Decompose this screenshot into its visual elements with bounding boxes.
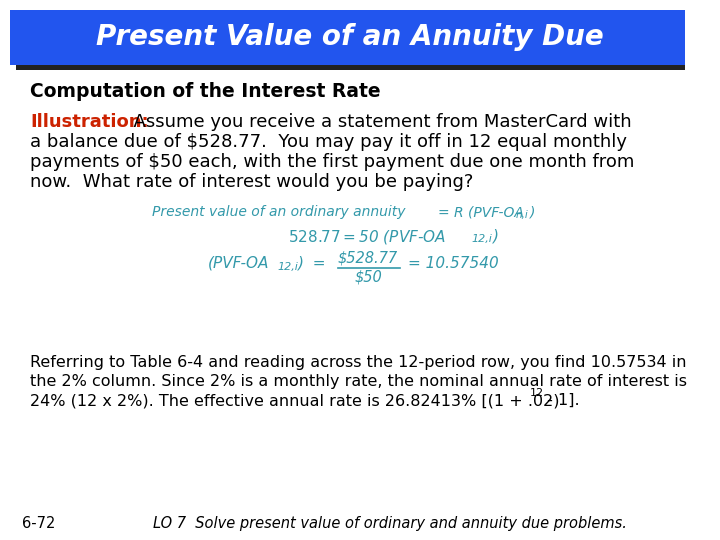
Text: Present value of an ordinary annuity: Present value of an ordinary annuity bbox=[152, 205, 405, 219]
Text: 12,i: 12,i bbox=[277, 262, 298, 272]
Bar bbox=[16, 12, 685, 70]
Text: $50: $50 bbox=[354, 269, 382, 284]
Text: payments of $50 each, with the first payment due one month from: payments of $50 each, with the first pay… bbox=[30, 153, 634, 171]
Text: = R (PVF-OA: = R (PVF-OA bbox=[438, 205, 524, 219]
Text: ): ) bbox=[493, 228, 499, 243]
Text: ): ) bbox=[530, 205, 536, 219]
Text: Present Value of an Annuity Due: Present Value of an Annuity Due bbox=[96, 23, 604, 51]
Text: $528.77: $528.77 bbox=[338, 250, 398, 265]
Text: 12: 12 bbox=[530, 388, 544, 398]
Text: = 10.57540: = 10.57540 bbox=[408, 256, 499, 271]
Text: LO 7  Solve present value of ordinary and annuity due problems.: LO 7 Solve present value of ordinary and… bbox=[153, 516, 627, 531]
Text: now.  What rate of interest would you be paying?: now. What rate of interest would you be … bbox=[30, 173, 473, 191]
Text: $528.77 = $50 (PVF-OA: $528.77 = $50 (PVF-OA bbox=[288, 228, 446, 246]
Text: Assume you receive a statement from MasterCard with: Assume you receive a statement from Mast… bbox=[122, 113, 631, 131]
Text: Illustration:: Illustration: bbox=[30, 113, 148, 131]
Text: 6-72: 6-72 bbox=[22, 516, 55, 531]
Text: n,i: n,i bbox=[516, 210, 528, 220]
Text: (PVF-OA: (PVF-OA bbox=[208, 256, 269, 271]
Text: 12,i: 12,i bbox=[471, 234, 492, 244]
Text: - 1].: - 1]. bbox=[542, 393, 580, 408]
Text: the 2% column. Since 2% is a monthly rate, the nominal annual rate of interest i: the 2% column. Since 2% is a monthly rat… bbox=[30, 374, 687, 389]
Text: 24% (12 x 2%). The effective annual rate is 26.82413% [(1 + .02): 24% (12 x 2%). The effective annual rate… bbox=[30, 393, 559, 408]
Text: Computation of the Interest Rate: Computation of the Interest Rate bbox=[30, 82, 381, 101]
Bar bbox=[10, 10, 685, 65]
Text: Referring to Table 6-4 and reading across the 12-period row, you find 10.57534 i: Referring to Table 6-4 and reading acros… bbox=[30, 355, 686, 370]
Text: a balance due of $528.77.  You may pay it off in 12 equal monthly: a balance due of $528.77. You may pay it… bbox=[30, 133, 627, 151]
Text: )  =: ) = bbox=[298, 256, 326, 271]
